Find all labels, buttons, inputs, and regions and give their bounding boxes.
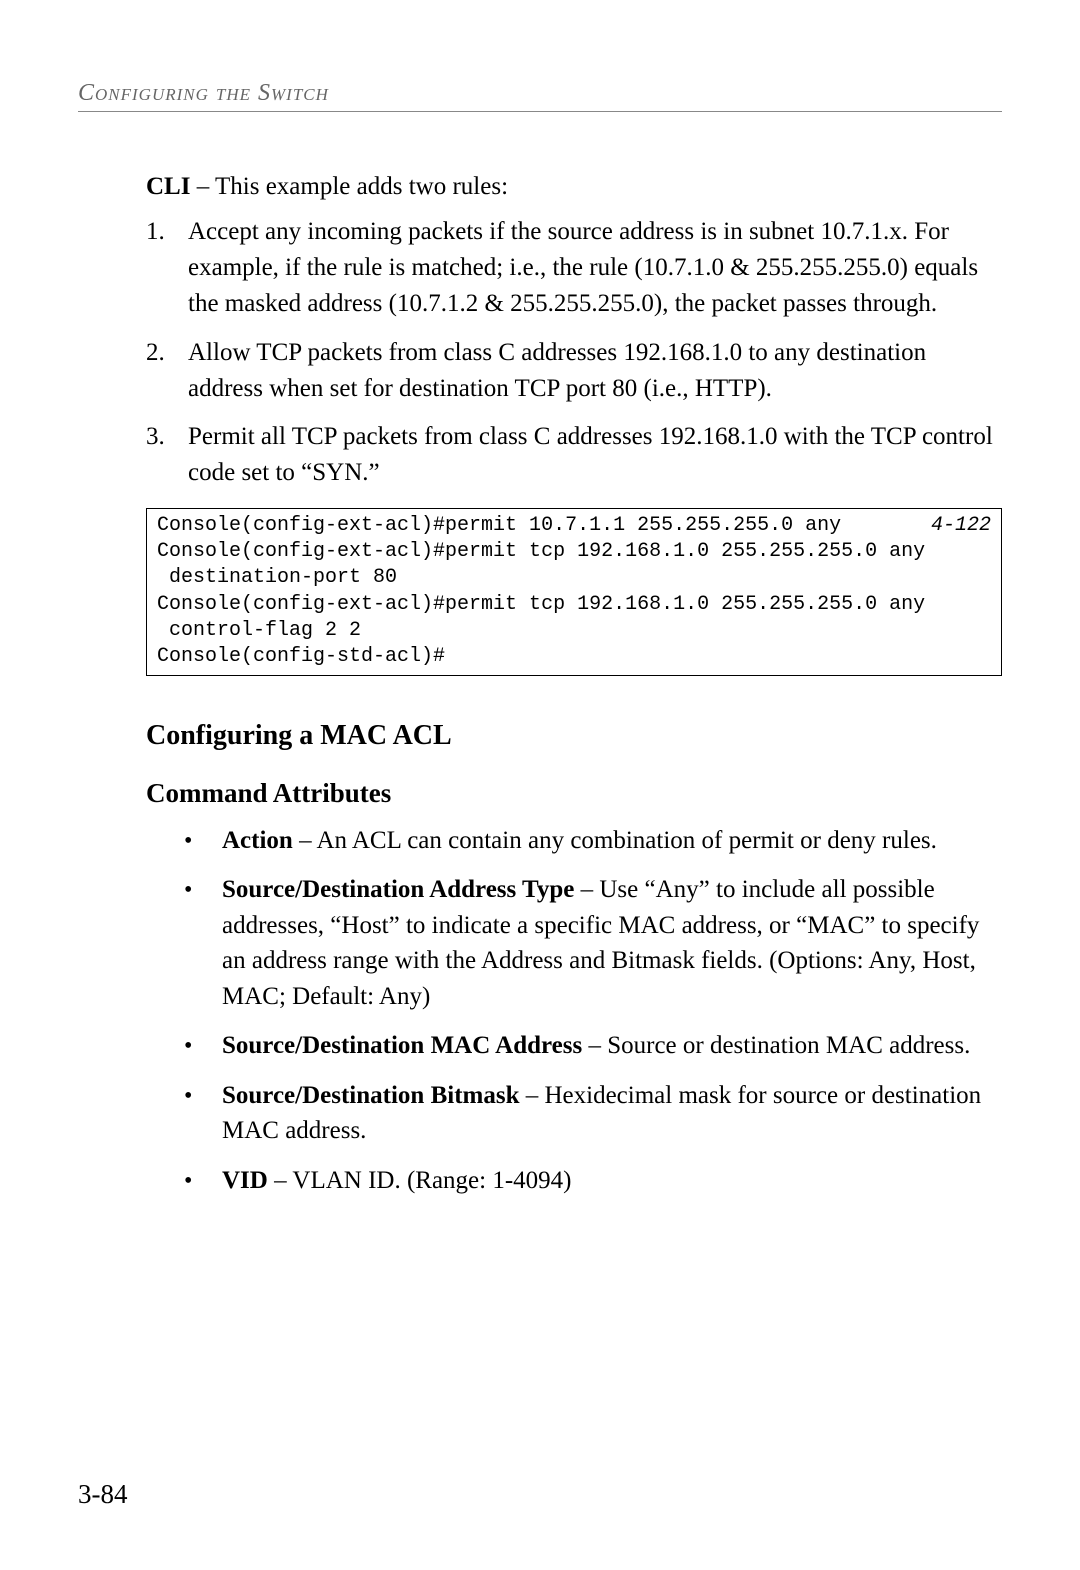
attribute-label: Action [222, 827, 293, 854]
rule-number: 1. [146, 214, 165, 250]
attribute-item: VID – VLAN ID. (Range: 1-4094) [184, 1163, 1002, 1199]
code-line: Console(config-ext-acl)#permit tcp 192.1… [157, 593, 925, 616]
section-title: Configuring a MAC ACL [146, 720, 1002, 752]
rule-item-3: 3. Permit all TCP packets from class C a… [146, 419, 1002, 492]
attribute-label: Source/Destination Address Type [222, 876, 574, 903]
attribute-text: – VLAN ID. (Range: 1-4094) [268, 1167, 572, 1194]
attribute-text: – An ACL can contain any combination of … [293, 827, 937, 854]
rule-text: Allow TCP packets from class C addresses… [188, 339, 926, 402]
attribute-label: Source/Destination MAC Address [222, 1032, 582, 1059]
attribute-item: Action – An ACL can contain any combinat… [184, 823, 1002, 859]
code-line: Console(config-std-acl)# [157, 645, 445, 668]
code-line: Console(config-ext-acl)#permit tcp 192.1… [157, 540, 925, 563]
rule-text: Permit all TCP packets from class C addr… [188, 423, 993, 486]
rule-text: Accept any incoming packets if the sourc… [188, 218, 978, 318]
attributes-list: Action – An ACL can contain any combinat… [184, 823, 1002, 1199]
page-number: 3-84 [78, 1479, 128, 1510]
attribute-item: Source/Destination MAC Address – Source … [184, 1028, 1002, 1064]
intro-text: – This example adds two rules: [190, 173, 508, 200]
rule-item-2: 2. Allow TCP packets from class C addres… [146, 335, 1002, 408]
header-divider [78, 111, 1002, 112]
code-block: Console(config-ext-acl)#permit 10.7.1.1 … [146, 508, 1002, 676]
attribute-label: Source/Destination Bitmask [222, 1082, 519, 1109]
attribute-item: Source/Destination Address Type – Use “A… [184, 872, 1002, 1014]
page-header: Configuring the Switch [78, 80, 1002, 107]
code-line: control-flag 2 2 [157, 619, 361, 642]
rule-number: 3. [146, 419, 165, 455]
attribute-item: Source/Destination Bitmask – Hexidecimal… [184, 1078, 1002, 1149]
code-line: Console(config-ext-acl)#permit 10.7.1.1 … [157, 514, 841, 537]
intro-label: CLI [146, 173, 190, 200]
intro-paragraph: CLI – This example adds two rules: [146, 170, 1002, 204]
rules-list: 1. Accept any incoming packets if the so… [146, 214, 1002, 492]
code-reference: 4-122 [931, 513, 991, 539]
code-line: destination-port 80 [157, 566, 397, 589]
rule-number: 2. [146, 335, 165, 371]
attribute-label: VID [222, 1167, 268, 1194]
rule-item-1: 1. Accept any incoming packets if the so… [146, 214, 1002, 323]
subsection-title: Command Attributes [146, 778, 1002, 809]
attribute-text: – Source or destination MAC address. [582, 1032, 970, 1059]
